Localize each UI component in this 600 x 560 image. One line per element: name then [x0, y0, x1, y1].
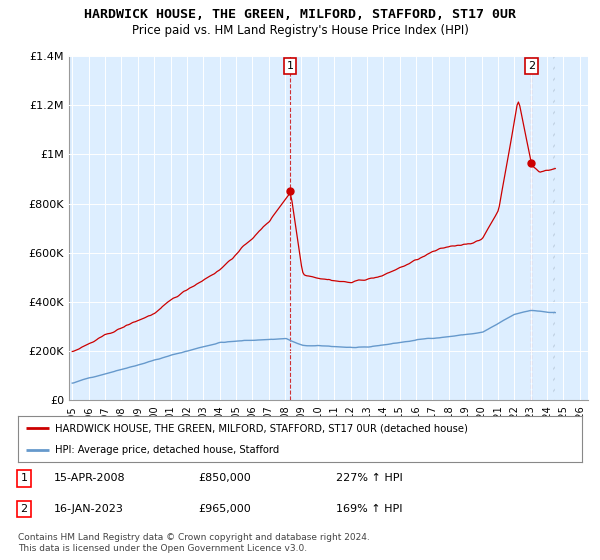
Text: 1: 1: [20, 473, 28, 483]
Text: £850,000: £850,000: [198, 473, 251, 483]
Text: 169% ↑ HPI: 169% ↑ HPI: [336, 504, 403, 514]
Text: Contains HM Land Registry data © Crown copyright and database right 2024.
This d: Contains HM Land Registry data © Crown c…: [18, 533, 370, 553]
Text: HARDWICK HOUSE, THE GREEN, MILFORD, STAFFORD, ST17 0UR: HARDWICK HOUSE, THE GREEN, MILFORD, STAF…: [84, 8, 516, 21]
Text: HARDWICK HOUSE, THE GREEN, MILFORD, STAFFORD, ST17 0UR (detached house): HARDWICK HOUSE, THE GREEN, MILFORD, STAF…: [55, 423, 467, 433]
Text: 16-JAN-2023: 16-JAN-2023: [54, 504, 124, 514]
Text: 1: 1: [286, 61, 293, 71]
Text: 2: 2: [528, 61, 535, 71]
Text: £965,000: £965,000: [198, 504, 251, 514]
Text: Price paid vs. HM Land Registry's House Price Index (HPI): Price paid vs. HM Land Registry's House …: [131, 24, 469, 36]
Text: 15-APR-2008: 15-APR-2008: [54, 473, 125, 483]
Text: HPI: Average price, detached house, Stafford: HPI: Average price, detached house, Staf…: [55, 445, 279, 455]
Text: 2: 2: [20, 504, 28, 514]
Text: 227% ↑ HPI: 227% ↑ HPI: [336, 473, 403, 483]
